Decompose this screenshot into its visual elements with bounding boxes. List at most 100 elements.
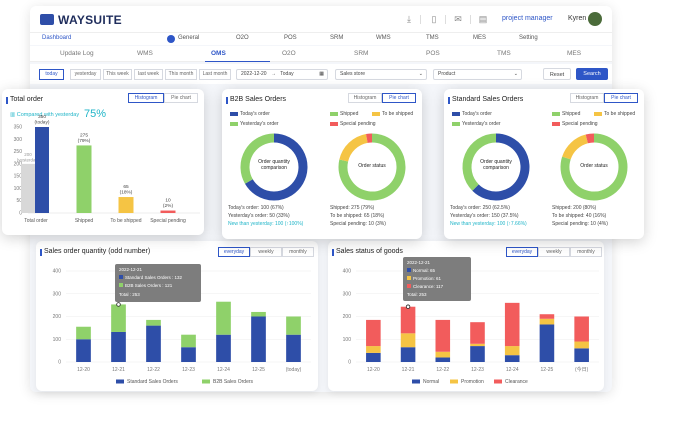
logo-icon — [40, 14, 54, 25]
product-select[interactable]: Product ⌄ — [433, 69, 522, 80]
nav-general[interactable]: General — [178, 35, 200, 41]
bar-today — [35, 127, 49, 213]
nav-wms[interactable]: WMS — [376, 35, 391, 41]
chart-tooltip: 2022-12-21 Standard Sales Orders : 132 B… — [115, 264, 201, 302]
x-tick-label: 12-20 — [367, 367, 380, 373]
x-tick-label: 12-21 — [112, 367, 125, 373]
legend-label: Promotion — [461, 379, 484, 385]
range-last-week[interactable]: last week — [134, 69, 163, 80]
data-label: (yesterday) — [17, 157, 40, 162]
tab-wms[interactable]: WMS — [137, 50, 153, 57]
b2b-quantity-donut — [240, 133, 308, 201]
tab-o2o[interactable]: O2O — [282, 50, 296, 57]
bar-today — [160, 210, 176, 213]
nav-mes[interactable]: MES — [473, 35, 487, 41]
phone-icon[interactable]: ▯ — [431, 14, 437, 24]
range-yesterday[interactable]: yesterday — [70, 69, 101, 80]
legend-swatch — [494, 379, 502, 384]
bar — [574, 316, 589, 342]
donut-slice — [462, 133, 497, 191]
project-manager-link[interactable]: project manager — [502, 15, 553, 22]
download-icon[interactable]: ⤓ — [407, 14, 411, 24]
range-last-month[interactable]: Last month — [199, 69, 231, 80]
nav-tms[interactable]: TMS — [426, 35, 439, 41]
range-today[interactable]: today — [39, 69, 64, 80]
legend-swatch — [452, 122, 460, 126]
store-select[interactable]: Sales store ⌄ — [335, 69, 427, 80]
bar — [76, 326, 91, 340]
y-tick-label: 350 — [14, 125, 23, 131]
y-tick-label: 200 — [14, 161, 23, 167]
tab-oms[interactable]: OMS — [211, 50, 226, 57]
bar — [366, 346, 381, 353]
bar — [435, 357, 451, 362]
x-tick-label: 12-25 — [541, 367, 554, 373]
x-tick-label: To be shipped — [110, 218, 141, 224]
tab-srm[interactable]: SRM — [354, 50, 369, 57]
reset-button[interactable]: Reset — [543, 68, 571, 80]
stat-line: Today's order: 250 (62.5%) — [450, 205, 510, 211]
tab-tms[interactable]: TMS — [497, 50, 511, 57]
card-title: Sales order quantity (odd number) — [39, 248, 151, 256]
tab-histogram[interactable]: Histogram — [348, 93, 382, 103]
tab-mes[interactable]: MES — [567, 50, 582, 57]
bar — [504, 302, 520, 347]
bar — [400, 347, 416, 362]
avatar[interactable] — [588, 12, 602, 26]
date-range-picker[interactable]: 2022-12-20 → Today ▦ — [236, 69, 328, 80]
nav-o2o[interactable]: O2O — [236, 35, 249, 41]
tab-everyday[interactable]: everyday — [218, 247, 250, 257]
tab-pie-chart[interactable]: Pie chart — [382, 93, 416, 103]
bar — [435, 319, 451, 352]
stat-line: New than yesterday: 100 (↑7.66%) — [450, 221, 527, 227]
sales-status-card: Sales status of goods everyday weekly mo… — [328, 241, 604, 391]
tab-pie-chart[interactable]: Pie chart — [164, 93, 198, 103]
range-this-week[interactable]: This week — [103, 69, 132, 80]
legend-swatch — [202, 379, 210, 384]
tooltip-line: Promotion: 61 — [407, 276, 441, 281]
filter-bar: today yesterday This week last week This… — [30, 64, 612, 84]
range-this-month[interactable]: This month — [165, 69, 197, 80]
product-select-value: Product — [438, 71, 456, 77]
bar — [181, 334, 196, 348]
legend-label: Shipped — [562, 111, 581, 117]
tab-monthly[interactable]: monthly — [282, 247, 314, 257]
tab-histogram[interactable]: Histogram — [570, 93, 604, 103]
doc-icon[interactable]: ▤ — [478, 14, 488, 24]
tab-everyday[interactable]: everyday — [506, 247, 538, 257]
donut-slice — [562, 134, 589, 160]
x-tick-label: 12-24 — [506, 367, 519, 373]
tab-pie-chart[interactable]: Pie chart — [604, 93, 638, 103]
tab-pos[interactable]: POS — [426, 50, 440, 57]
y-tick-label: 300 — [53, 291, 62, 297]
stat-line: Special pending: 10 (3%) — [330, 221, 386, 227]
b2b-status-donut — [338, 133, 406, 201]
tooltip-line: Clearance: 117 — [407, 284, 443, 289]
nav-pos[interactable]: POS — [284, 35, 297, 41]
tooltip-value: Promotion: 61 — [413, 276, 442, 281]
tab-update-log[interactable]: Update Log — [60, 50, 94, 57]
nav-setting[interactable]: Setting — [519, 35, 538, 41]
b2b-sales-orders-card: B2B Sales Orders Histogram Pie chart Tod… — [222, 89, 422, 239]
legend-label: Normal — [423, 379, 439, 385]
tab-weekly[interactable]: weekly — [250, 247, 282, 257]
stat-line: Shipped: 200 (80%) — [552, 205, 597, 211]
tooltip-total: Total : 253 — [119, 292, 140, 297]
legend-swatch — [594, 112, 602, 116]
tab-weekly[interactable]: weekly — [538, 247, 570, 257]
bar — [504, 346, 520, 356]
y-tick-label: 0 — [19, 211, 22, 217]
tab-monthly[interactable]: monthly — [570, 247, 602, 257]
nav-srm[interactable]: SRM — [330, 35, 344, 41]
data-label: (79%) — [78, 138, 91, 144]
nav-dashboard[interactable]: Dashboard — [42, 35, 72, 41]
donut-slice — [240, 133, 275, 184]
tab-histogram[interactable]: Histogram — [128, 93, 164, 103]
bar — [216, 334, 231, 362]
search-button[interactable]: Search — [576, 68, 608, 80]
user-name[interactable]: Kyren — [568, 15, 587, 22]
mail-icon[interactable]: ✉ — [454, 14, 462, 24]
x-tick-label: 12-24 — [217, 367, 230, 373]
bar — [111, 331, 126, 362]
trend-icon: ▥ — [10, 112, 16, 118]
